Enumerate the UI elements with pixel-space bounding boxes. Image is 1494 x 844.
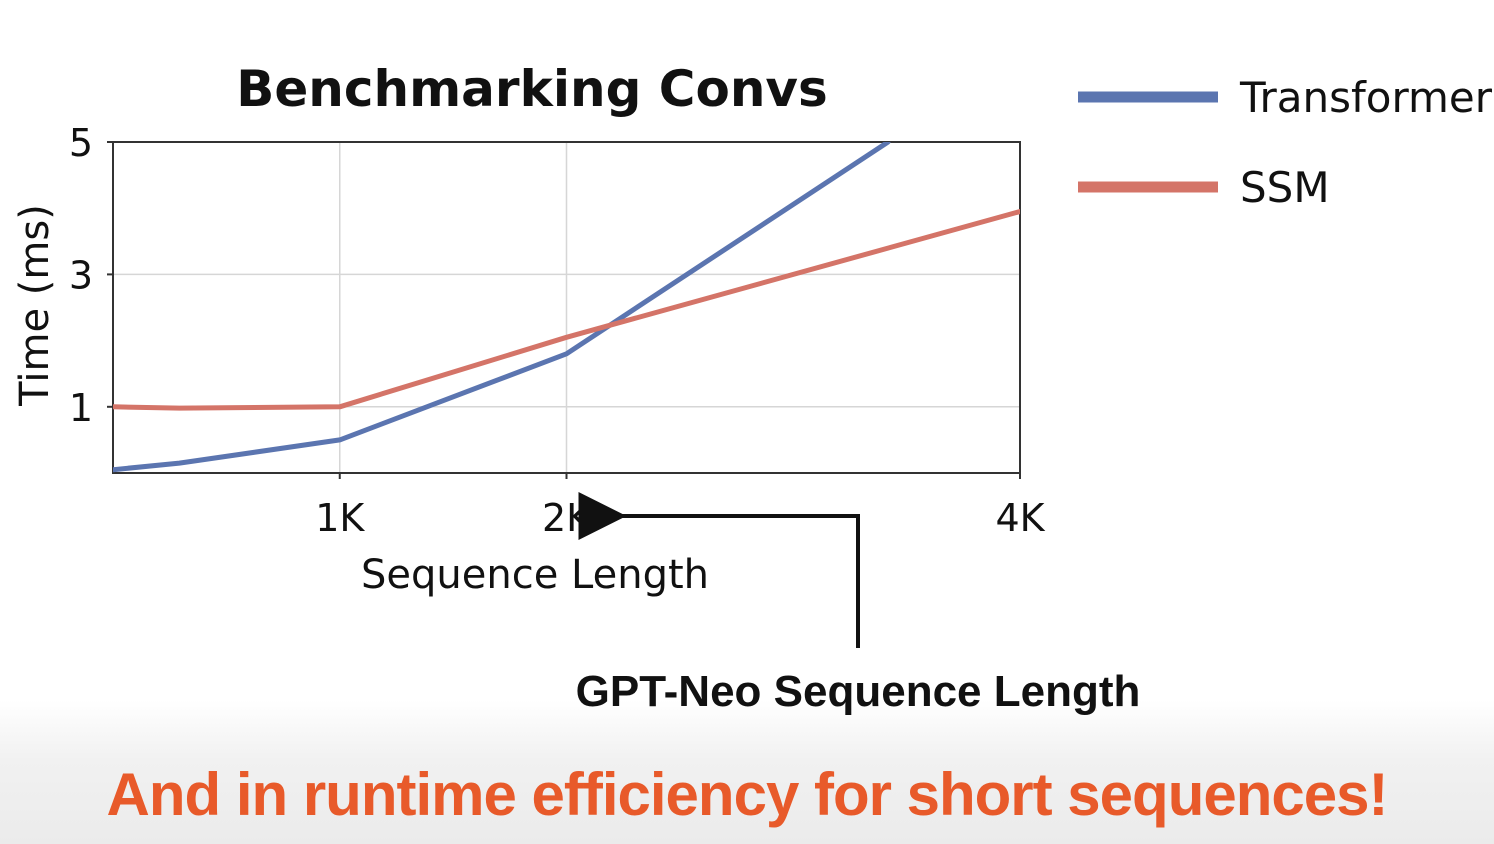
- legend-label-ssm: SSM: [1240, 163, 1330, 212]
- y-axis-label: Time (ms): [12, 204, 58, 407]
- series-line-transformer: [113, 142, 891, 473]
- x-tick-label: 4K: [995, 496, 1045, 540]
- y-tick-labels: 1 3 5: [69, 121, 113, 430]
- y-tick-label: 3: [69, 253, 93, 297]
- chart-title: Benchmarking Convs: [236, 60, 828, 118]
- x-tick-label: 2K: [542, 496, 592, 540]
- series-line-ssm: [113, 209, 1020, 411]
- slide-footer-caption: And in runtime efficiency for short sequ…: [106, 761, 1389, 828]
- annotation-text: GPT-Neo Sequence Length: [576, 667, 1141, 716]
- series-layer: [113, 142, 1020, 473]
- y-tick-label: 5: [69, 121, 93, 165]
- x-axis-label: Sequence Length: [361, 552, 709, 598]
- legend: Transformer SSM: [1078, 73, 1493, 212]
- legend-label-transformer: Transformer: [1239, 73, 1493, 122]
- grid: [113, 141, 1021, 473]
- x-tick-labels: 1K 2K 4K: [315, 473, 1046, 540]
- y-tick-label: 1: [69, 386, 93, 430]
- annotation-arrow: [578, 492, 860, 648]
- x-tick-label: 1K: [315, 496, 365, 540]
